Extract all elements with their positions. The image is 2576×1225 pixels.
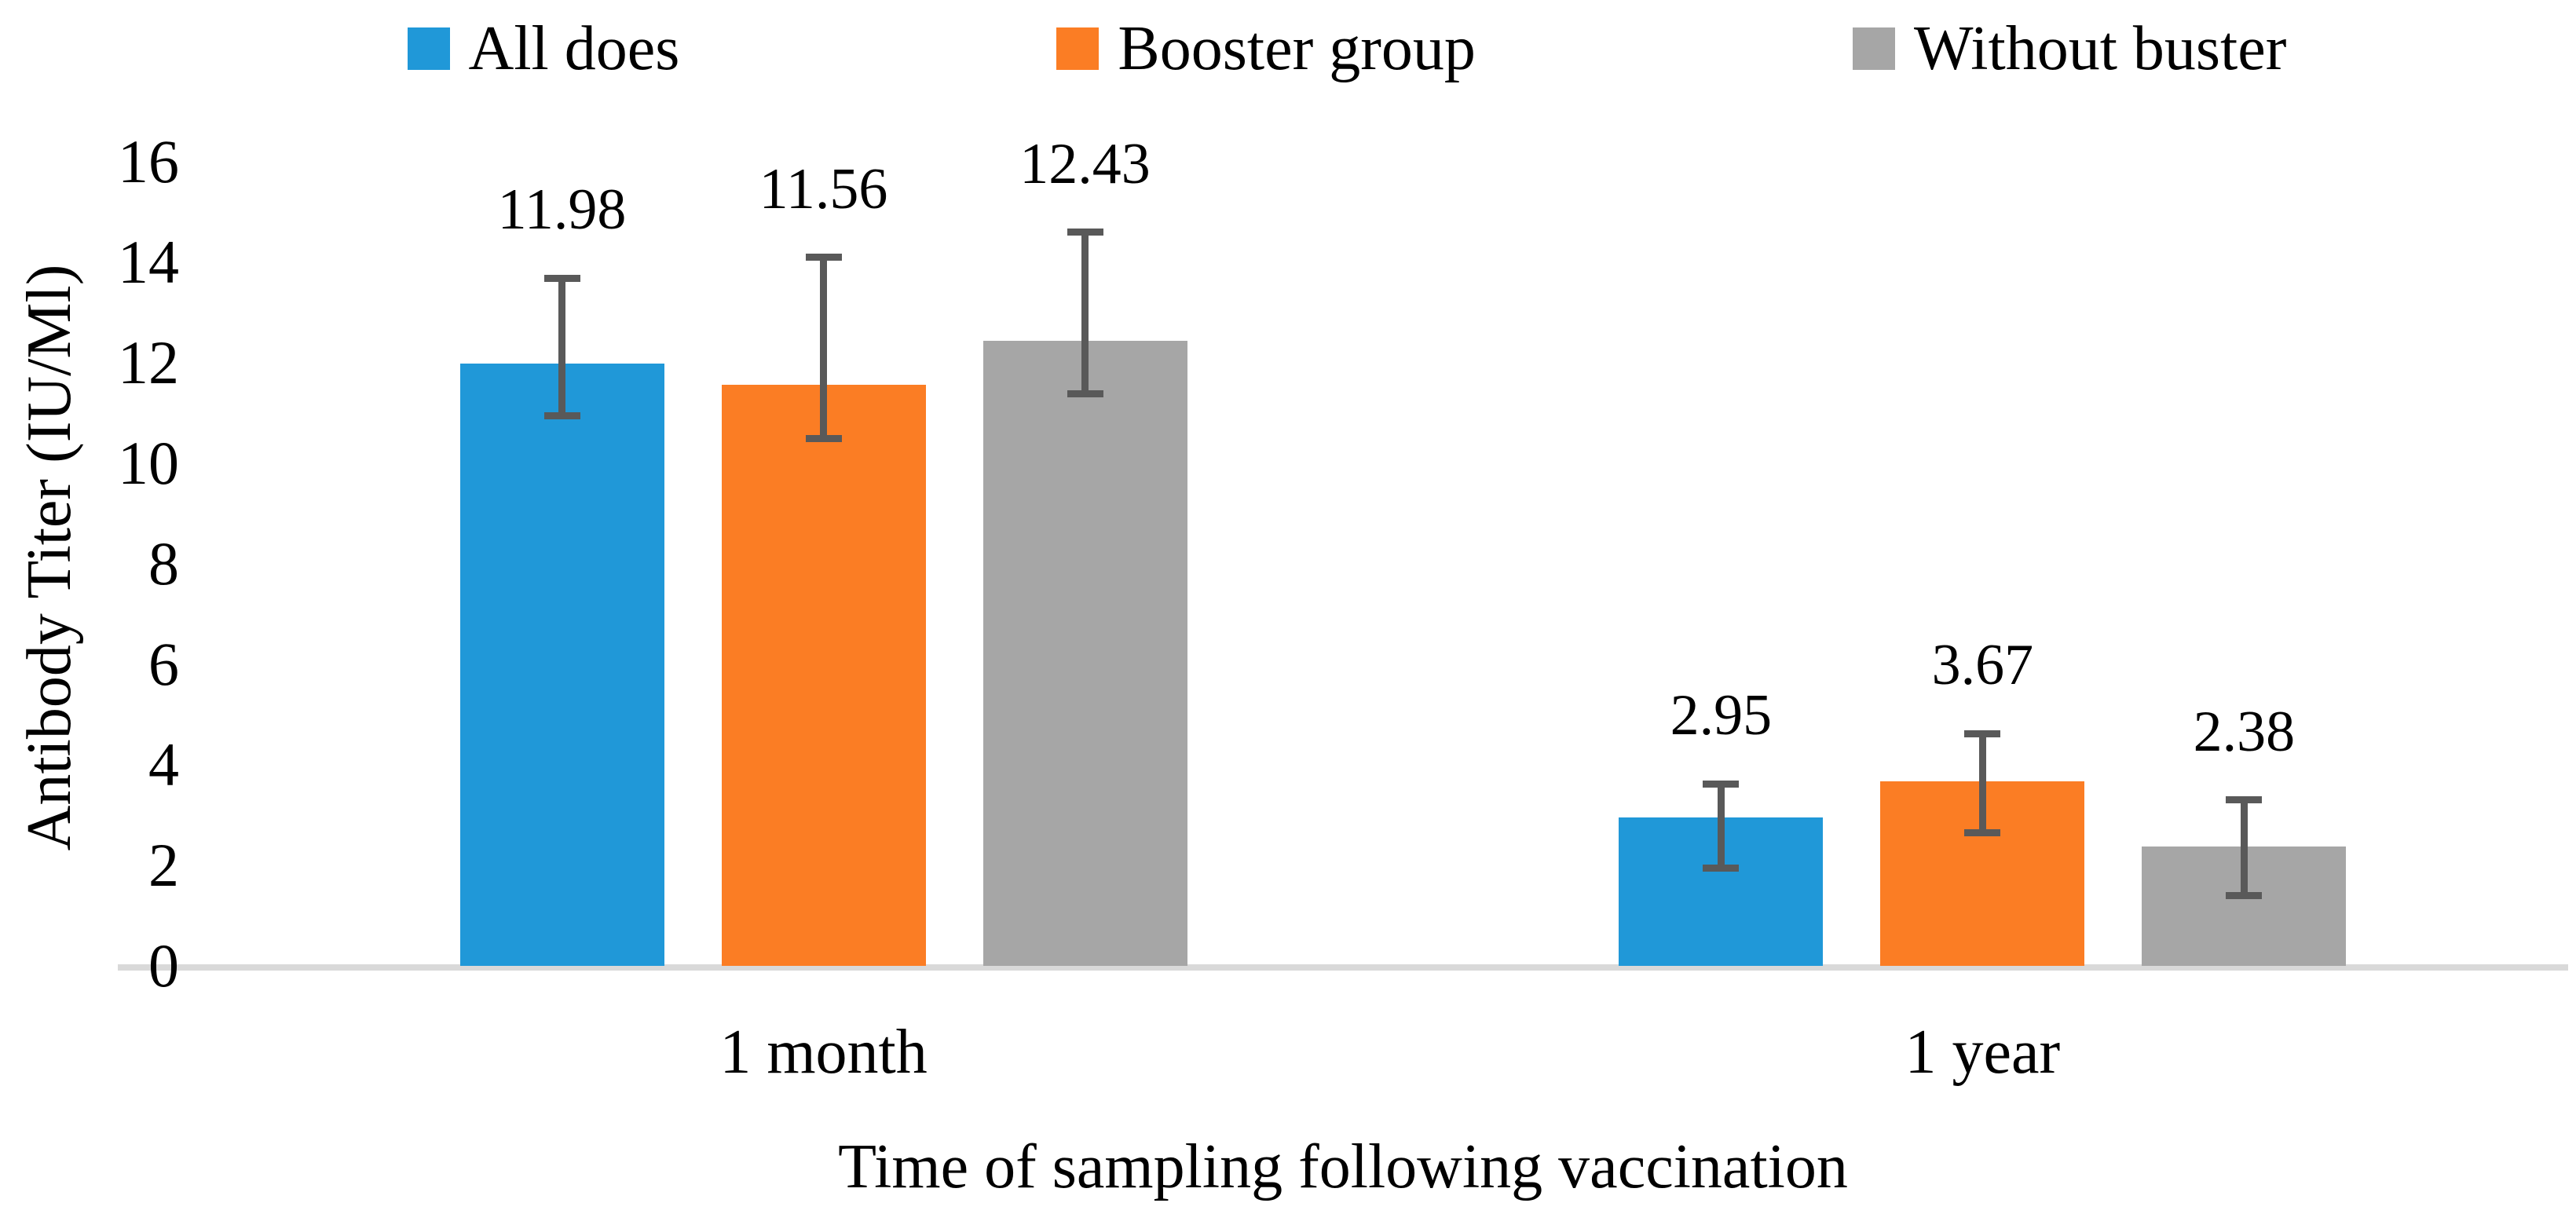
legend-label: All does [468, 14, 680, 83]
y-tick-label: 0 [148, 931, 179, 1000]
error-bar [558, 278, 566, 416]
y-tick-label: 10 [118, 429, 179, 497]
error-bar-cap [805, 434, 842, 442]
error-bar-cap [1067, 390, 1103, 398]
y-tick-label: 2 [148, 831, 179, 899]
value-label: 11.56 [759, 156, 888, 221]
x-axis-line [118, 964, 2568, 971]
error-bar-cap [2226, 796, 2263, 804]
y-tick-label: 4 [148, 730, 179, 799]
legend-swatch-icon [407, 27, 450, 70]
error-bar [820, 257, 828, 438]
legend-swatch-icon [1852, 27, 1895, 70]
x-category-label-1-month: 1 month [719, 1018, 928, 1087]
error-bar-cap [543, 411, 580, 419]
bar-booster-group-1-month [721, 385, 926, 966]
value-label: 3.67 [1931, 633, 2034, 698]
error-bar-cap [1964, 730, 2001, 737]
value-label: 2.95 [1670, 683, 1773, 748]
error-bar-cap [805, 254, 842, 261]
bar-all-does-1-month [459, 364, 664, 966]
y-tick-label: 12 [118, 328, 179, 397]
error-bar-cap [2226, 891, 2263, 899]
legend-item-all-does: All does [407, 14, 680, 83]
error-bar [1717, 784, 1725, 868]
y-tick-label: 14 [118, 228, 179, 296]
legend-label: Without buster [1913, 14, 2287, 83]
y-tick-label: 8 [148, 529, 179, 598]
y-tick-label: 6 [148, 630, 179, 698]
error-bar-cap [1067, 229, 1103, 236]
x-category-label-1-year: 1 year [1905, 1018, 2061, 1087]
x-axis-title: Time of sampling following vaccination [838, 1132, 1848, 1201]
error-bar [1978, 733, 1986, 833]
error-bar-cap [1703, 780, 1740, 788]
error-bar-cap [1703, 864, 1740, 872]
bar-without-buster-1-month [982, 341, 1187, 966]
value-label: 11.98 [497, 177, 627, 243]
error-bar [1081, 232, 1089, 394]
legend-item-without-buster: Without buster [1852, 14, 2287, 83]
chart-legend: All does Booster group Without buster [118, 17, 2576, 80]
legend-label: Booster group [1118, 14, 1476, 83]
error-bar [2240, 799, 2248, 896]
value-label: 2.38 [2193, 699, 2296, 764]
error-bar-cap [543, 274, 580, 282]
y-tick-label: 16 [118, 127, 179, 196]
legend-swatch-icon [1056, 27, 1100, 70]
value-label: 12.43 [1019, 131, 1151, 196]
legend-item-booster-group: Booster group [1056, 17, 1476, 80]
error-bar-cap [1964, 828, 2001, 836]
